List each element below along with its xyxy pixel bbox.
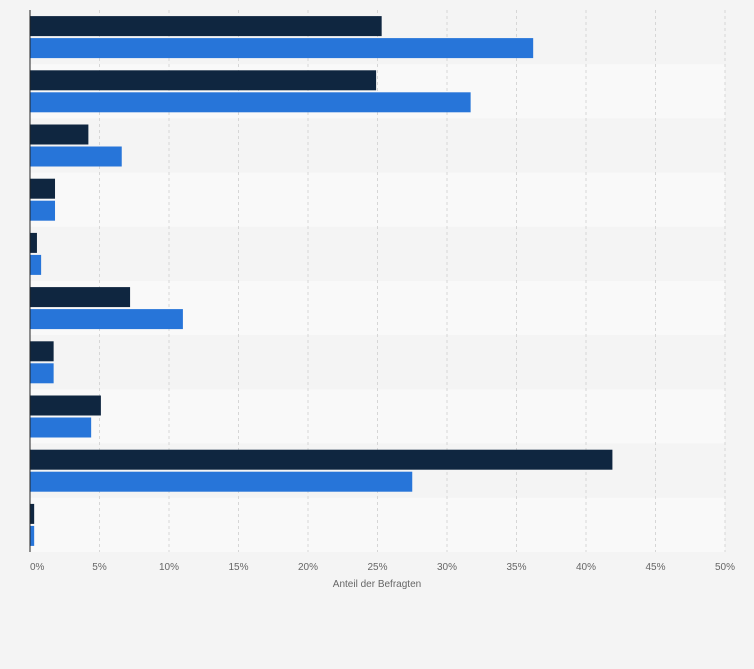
bar-series-1 xyxy=(30,449,613,470)
x-tick-label: 5% xyxy=(92,562,107,573)
bar-series-1 xyxy=(30,287,131,308)
x-tick-label: 40% xyxy=(576,562,596,573)
bar-series-2 xyxy=(30,200,56,221)
bar-series-1 xyxy=(30,503,35,524)
bar-series-2 xyxy=(30,254,42,275)
row-band xyxy=(30,497,725,552)
row-band xyxy=(30,335,725,390)
x-tick-label: 30% xyxy=(437,562,457,573)
bar-series-2 xyxy=(30,363,54,384)
bar-series-2 xyxy=(30,92,471,113)
bar-series-1 xyxy=(30,395,101,416)
bar-series-1 xyxy=(30,16,382,37)
bar-series-1 xyxy=(30,232,37,253)
x-tick-label: 20% xyxy=(298,562,318,573)
x-tick-label: 35% xyxy=(506,562,526,573)
bar-series-2 xyxy=(30,146,122,167)
x-tick-label: 45% xyxy=(645,562,665,573)
row-band xyxy=(30,389,725,444)
x-tick-label: 50% xyxy=(715,562,735,573)
x-axis-title: Anteil der Befragten xyxy=(333,579,421,590)
x-tick-label: 0% xyxy=(30,562,45,573)
bar-series-1 xyxy=(30,70,377,91)
bars xyxy=(30,16,613,546)
row-band xyxy=(30,172,725,227)
bar-series-2 xyxy=(30,38,534,59)
bar-series-2 xyxy=(30,417,92,438)
x-tick-label: 10% xyxy=(159,562,179,573)
bar-series-1 xyxy=(30,178,56,199)
bar-series-1 xyxy=(30,124,89,145)
row-band xyxy=(30,226,725,281)
bar-series-2 xyxy=(30,471,413,492)
x-axis: 0% 5% 10% 15% 20% 25% 30% 35% 40% 45% 50% xyxy=(29,10,735,573)
x-tick-label: 15% xyxy=(228,562,248,573)
row-band xyxy=(30,118,725,173)
bar-series-2 xyxy=(30,525,35,546)
bar-series-2 xyxy=(30,309,183,330)
x-tick-label: 25% xyxy=(367,562,387,573)
bar-series-1 xyxy=(30,341,54,362)
